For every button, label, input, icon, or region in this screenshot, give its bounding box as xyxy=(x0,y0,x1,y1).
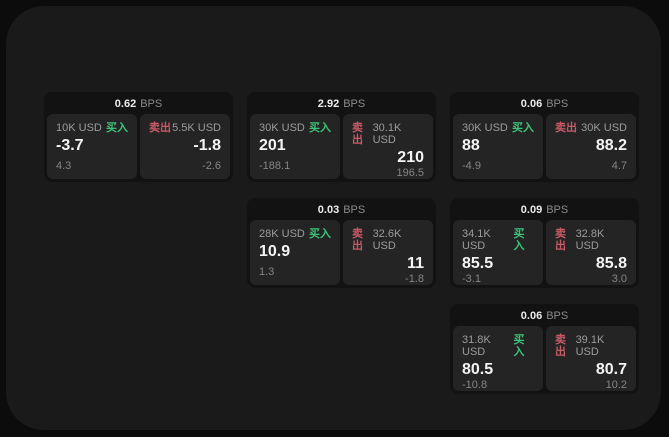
buy-amount: 28K USD xyxy=(259,228,305,240)
sell-amount: 32.6K USD xyxy=(372,228,402,252)
buy-side-label: 买入 xyxy=(513,228,525,252)
sell-amount: 5.5K USD xyxy=(172,122,221,134)
buy-price: -3.7 xyxy=(56,137,84,154)
buy-price: 201 xyxy=(259,137,286,154)
quote-panels: 10K USD 买入 -3.7 4.3 卖出 5.5K USD -1.8 -2.… xyxy=(47,114,230,179)
buy-side-label: 买入 xyxy=(309,228,331,240)
quote-panels: 30K USD 买入 201 -188.1 卖出 30.1K USD 210 1… xyxy=(250,114,433,179)
buy-quote-panel[interactable]: 30K USD 买入 201 -188.1 xyxy=(250,114,340,179)
sell-quote-panel[interactable]: 卖出 39.1K USD 80.7 10.2 xyxy=(546,326,636,391)
sell-price: 85.8 xyxy=(595,255,627,272)
bps-header: 0.06 BPS xyxy=(453,95,636,114)
sell-price: -1.8 xyxy=(193,137,221,154)
buy-amount: 10K USD xyxy=(56,122,102,134)
buy-price: 88 xyxy=(462,137,480,154)
quote-panels: 31.8K USD 买入 80.5 -10.8 卖出 39.1K USD 80.… xyxy=(453,326,636,391)
bps-value: 0.09 xyxy=(520,204,543,216)
sell-side-label: 卖出 xyxy=(352,228,363,252)
bps-value: 0.62 xyxy=(114,98,137,110)
bps-value: 0.06 xyxy=(520,310,543,322)
sell-change: -1.8 xyxy=(405,273,424,285)
sell-amount: 39.1K USD xyxy=(575,334,605,358)
sell-quote-panel[interactable]: 卖出 32.8K USD 85.8 3.0 xyxy=(546,220,636,285)
sell-quote-panel[interactable]: 卖出 32.6K USD 11 -1.8 xyxy=(343,220,433,285)
sell-amount: 30K USD xyxy=(581,122,627,134)
sell-price: 210 xyxy=(397,149,424,166)
buy-quote-panel[interactable]: 30K USD 买入 88 -4.9 xyxy=(453,114,543,179)
sell-side-label: 卖出 xyxy=(555,228,566,252)
quote-grid: 0.62 BPS 10K USD 买入 -3.7 4.3 卖出 5.5K USD xyxy=(44,92,639,394)
sell-change: 4.7 xyxy=(611,160,627,172)
quote-card: 0.03 BPS 28K USD 买入 10.9 1.3 卖出 32.6K US… xyxy=(247,198,436,288)
buy-change: -10.8 xyxy=(462,379,488,391)
bps-header: 0.62 BPS xyxy=(47,95,230,114)
buy-amount: 30K USD xyxy=(259,122,305,134)
buy-price: 10.9 xyxy=(259,243,291,260)
bps-value: 0.03 xyxy=(317,204,340,216)
sell-price: 80.7 xyxy=(595,361,627,378)
bps-unit: BPS xyxy=(140,98,163,110)
sell-price: 88.2 xyxy=(595,137,627,154)
quote-panels: 30K USD 买入 88 -4.9 卖出 30K USD 88.2 4.7 xyxy=(453,114,636,179)
buy-side-label: 买入 xyxy=(512,122,534,134)
sell-quote-panel[interactable]: 卖出 30.1K USD 210 196.5 xyxy=(343,114,433,179)
bps-unit: BPS xyxy=(343,98,366,110)
sell-quote-panel[interactable]: 卖出 5.5K USD -1.8 -2.6 xyxy=(140,114,230,179)
sell-change: 10.2 xyxy=(605,379,627,391)
buy-quote-panel[interactable]: 28K USD 买入 10.9 1.3 xyxy=(250,220,340,285)
bps-header: 0.03 BPS xyxy=(250,201,433,220)
buy-side-label: 买入 xyxy=(106,122,128,134)
bps-unit: BPS xyxy=(546,310,569,322)
buy-quote-panel[interactable]: 31.8K USD 买入 80.5 -10.8 xyxy=(453,326,543,391)
quote-card: 2.92 BPS 30K USD 买入 201 -188.1 卖出 30.1K … xyxy=(247,92,436,182)
buy-change: -188.1 xyxy=(259,160,291,172)
sell-amount: 32.8K USD xyxy=(575,228,605,252)
bps-value: 2.92 xyxy=(317,98,340,110)
sell-side-label: 卖出 xyxy=(149,122,171,134)
app-surface: 0.62 BPS 10K USD 买入 -3.7 4.3 卖出 5.5K USD xyxy=(6,6,661,430)
bps-value: 0.06 xyxy=(520,98,543,110)
quote-card: 0.09 BPS 34.1K USD 买入 85.5 -3.1 卖出 32.8K… xyxy=(450,198,639,288)
quote-panels: 28K USD 买入 10.9 1.3 卖出 32.6K USD 11 -1.8 xyxy=(250,220,433,285)
buy-side-label: 买入 xyxy=(513,334,525,358)
sell-amount: 30.1K USD xyxy=(372,122,402,146)
buy-amount: 34.1K USD xyxy=(462,228,491,252)
buy-change: 4.3 xyxy=(56,160,72,172)
bps-unit: BPS xyxy=(546,204,569,216)
sell-change: -2.6 xyxy=(202,160,221,172)
quote-card: 0.62 BPS 10K USD 买入 -3.7 4.3 卖出 5.5K USD xyxy=(44,92,233,182)
quote-card: 0.06 BPS 31.8K USD 买入 80.5 -10.8 卖出 39.1… xyxy=(450,304,639,394)
sell-change: 3.0 xyxy=(611,273,627,285)
buy-side-label: 买入 xyxy=(309,122,331,134)
bps-header: 0.06 BPS xyxy=(453,307,636,326)
sell-side-label: 卖出 xyxy=(555,122,577,134)
quote-panels: 34.1K USD 买入 85.5 -3.1 卖出 32.8K USD 85.8… xyxy=(453,220,636,285)
sell-price: 11 xyxy=(407,255,424,272)
buy-change: 1.3 xyxy=(259,266,275,278)
buy-quote-panel[interactable]: 10K USD 买入 -3.7 4.3 xyxy=(47,114,137,179)
bps-unit: BPS xyxy=(343,204,366,216)
sell-side-label: 卖出 xyxy=(555,334,566,358)
buy-price: 85.5 xyxy=(462,255,494,272)
bps-header: 2.92 BPS xyxy=(250,95,433,114)
sell-change: 196.5 xyxy=(396,167,424,179)
buy-amount: 31.8K USD xyxy=(462,334,491,358)
buy-change: -3.1 xyxy=(462,273,481,285)
buy-price: 80.5 xyxy=(462,361,494,378)
buy-quote-panel[interactable]: 34.1K USD 买入 85.5 -3.1 xyxy=(453,220,543,285)
sell-side-label: 卖出 xyxy=(352,122,363,146)
buy-amount: 30K USD xyxy=(462,122,508,134)
bps-unit: BPS xyxy=(546,98,569,110)
bps-header: 0.09 BPS xyxy=(453,201,636,220)
quote-card: 0.06 BPS 30K USD 买入 88 -4.9 卖出 30K USD xyxy=(450,92,639,182)
sell-quote-panel[interactable]: 卖出 30K USD 88.2 4.7 xyxy=(546,114,636,179)
buy-change: -4.9 xyxy=(462,160,481,172)
